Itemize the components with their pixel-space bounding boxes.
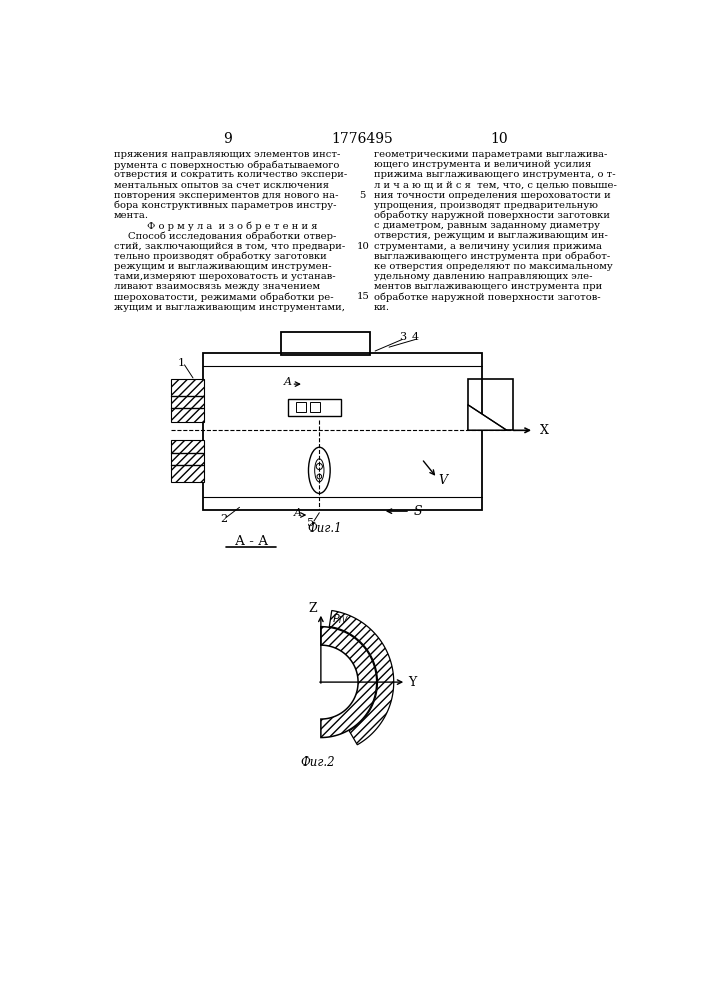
Bar [203, 353, 482, 510]
Bar [310, 402, 320, 412]
Bar [288, 399, 341, 416]
Text: жущим и выглаживающим инструментами,: жущим и выглаживающим инструментами, [114, 303, 345, 312]
Bar [296, 402, 306, 412]
Text: пряжения направляющих элементов инст-: пряжения направляющих элементов инст- [114, 150, 340, 159]
Text: ния точности определения шероховатости и: ния точности определения шероховатости и [373, 191, 610, 200]
Text: ке отверстия определяют по максимальному: ке отверстия определяют по максимальному [373, 262, 612, 271]
Text: ки.: ки. [373, 303, 390, 312]
Text: Способ исследования обработки отвер-: Способ исследования обработки отвер- [128, 231, 337, 241]
Text: отверстия и сократить количество экспери-: отверстия и сократить количество экспери… [114, 170, 347, 179]
Text: 10: 10 [491, 132, 508, 146]
Text: режущим и выглаживающим инструмен-: режущим и выглаживающим инструмен- [114, 262, 332, 271]
Text: прижима выглаживающего инструмента, о т-: прижима выглаживающего инструмента, о т- [373, 170, 615, 179]
Polygon shape [329, 611, 394, 745]
Ellipse shape [308, 447, 330, 493]
Text: 2: 2 [221, 514, 228, 524]
Text: $P_{IV}$: $P_{IV}$ [332, 612, 349, 626]
Text: упрощения, производят предварительную: упрощения, производят предварительную [373, 201, 597, 210]
Polygon shape [321, 627, 377, 738]
Text: тельно производят обработку заготовки: тельно производят обработку заготовки [114, 252, 327, 261]
Text: Фиг.1: Фиг.1 [308, 522, 342, 535]
Text: геометрическими параметрами выглажива-: геометрическими параметрами выглажива- [373, 150, 607, 159]
Text: л и ч а ю щ и й с я  тем, что, с целью повыше-: л и ч а ю щ и й с я тем, что, с целью по… [373, 181, 617, 190]
Text: 1776495: 1776495 [331, 132, 393, 146]
Text: X: X [539, 424, 549, 437]
Text: 5: 5 [308, 518, 315, 528]
Text: обработке наружной поверхности заготов-: обработке наружной поверхности заготов- [373, 292, 600, 302]
Bar [281, 332, 370, 355]
Text: струментами, а величину усилия прижима: струментами, а величину усилия прижима [373, 242, 602, 251]
Text: ливают взаимосвязь между значением: ливают взаимосвязь между значением [114, 282, 320, 291]
Text: обработку наружной поверхности заготовки: обработку наружной поверхности заготовки [373, 211, 609, 220]
Text: мента.: мента. [114, 211, 149, 220]
Text: Ф о р м у л а  и з о б р е т е н и я: Ф о р м у л а и з о б р е т е н и я [147, 221, 317, 231]
Text: A: A [284, 377, 292, 387]
Text: 5: 5 [360, 191, 366, 200]
Text: шероховатости, режимами обработки ре-: шероховатости, режимами обработки ре- [114, 292, 334, 302]
Text: ментов выглаживающего инструмента при: ментов выглаживающего инструмента при [373, 282, 602, 291]
Text: отверстия, режущим и выглаживающим ин-: отверстия, режущим и выглаживающим ин- [373, 231, 607, 240]
Text: удельному давлению направляющих эле-: удельному давлению направляющих эле- [373, 272, 592, 281]
Text: ментальных опытов за счет исключения: ментальных опытов за счет исключения [114, 181, 329, 190]
Text: румента с поверхностью обрабатываемого: румента с поверхностью обрабатываемого [114, 160, 339, 170]
Text: бора конструктивных параметров инстру-: бора конструктивных параметров инстру- [114, 201, 337, 210]
Ellipse shape [315, 459, 324, 482]
Text: ющего инструмента и величиной усилия: ющего инструмента и величиной усилия [373, 160, 591, 169]
Text: выглаживающего инструмента при обработ-: выглаживающего инструмента при обработ- [373, 252, 610, 261]
Text: A: A [293, 508, 302, 518]
Bar [468, 379, 513, 430]
Bar [171, 440, 204, 482]
Text: 4: 4 [412, 332, 419, 342]
Text: S: S [414, 505, 423, 518]
Bar [171, 379, 204, 422]
Text: Фиг.2: Фиг.2 [300, 756, 335, 769]
Text: Z: Z [309, 602, 317, 615]
Text: 15: 15 [356, 292, 369, 301]
Text: повторения экспериментов для нового на-: повторения экспериментов для нового на- [114, 191, 339, 200]
Text: 10: 10 [356, 242, 369, 251]
Text: 3: 3 [399, 332, 407, 342]
Text: с диаметром, равным заданному диаметру: с диаметром, равным заданному диаметру [373, 221, 600, 230]
Polygon shape [468, 405, 507, 430]
Text: 1: 1 [178, 358, 185, 368]
Text: А - А: А - А [235, 535, 268, 548]
Text: Y: Y [408, 676, 416, 689]
Text: 9: 9 [223, 132, 233, 146]
Text: тами,измеряют шероховатость и устанав-: тами,измеряют шероховатость и устанав- [114, 272, 336, 281]
Text: V: V [438, 474, 448, 487]
Text: стий, заключающийся в том, что предвари-: стий, заключающийся в том, что предвари- [114, 242, 345, 251]
